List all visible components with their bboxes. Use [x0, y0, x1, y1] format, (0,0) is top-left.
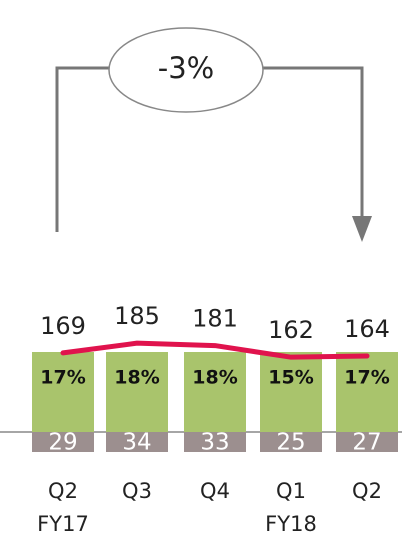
base-label: 25 [276, 430, 305, 456]
x-tick-label: Q2 [48, 479, 78, 503]
bar-base [106, 432, 168, 452]
arrow-head [352, 216, 372, 242]
share-label: 18% [114, 367, 159, 389]
line-label: 169 [40, 312, 86, 340]
annotation-ellipse [108, 27, 264, 113]
bracket-left [55, 66, 110, 232]
x-tick-label: Q2 [352, 479, 382, 503]
bracket [55, 66, 364, 232]
base-label: 27 [352, 430, 381, 456]
line-label: 164 [344, 315, 390, 343]
bar-base [336, 432, 398, 452]
annotation: -3% [158, 51, 214, 85]
x-tick-sublabel: FY17 [37, 512, 89, 536]
x-tick-sublabel: FY18 [265, 512, 317, 536]
bar-share [106, 352, 168, 432]
line [60, 340, 370, 360]
bar-share [32, 352, 94, 432]
bar-share [260, 352, 322, 432]
bar-base [260, 432, 322, 452]
share-label: 18% [192, 367, 237, 389]
bar-share [336, 352, 398, 432]
x-tick-label: Q1 [276, 479, 306, 503]
share-label: 15% [268, 367, 313, 389]
bar-share [184, 352, 246, 432]
base-label: 29 [48, 430, 77, 456]
x-tick-label: Q3 [122, 479, 152, 503]
bar-base [32, 432, 94, 452]
base-label: 33 [200, 430, 229, 456]
bar-base [184, 432, 246, 452]
line-label: 162 [268, 316, 314, 344]
line-label: 181 [192, 305, 238, 333]
bracket-right [262, 66, 364, 218]
line-label: 185 [114, 302, 160, 330]
x-tick-label: Q4 [200, 479, 230, 503]
share-label: 17% [40, 367, 85, 389]
base-label: 34 [122, 430, 151, 456]
share-label: 17% [344, 367, 389, 389]
